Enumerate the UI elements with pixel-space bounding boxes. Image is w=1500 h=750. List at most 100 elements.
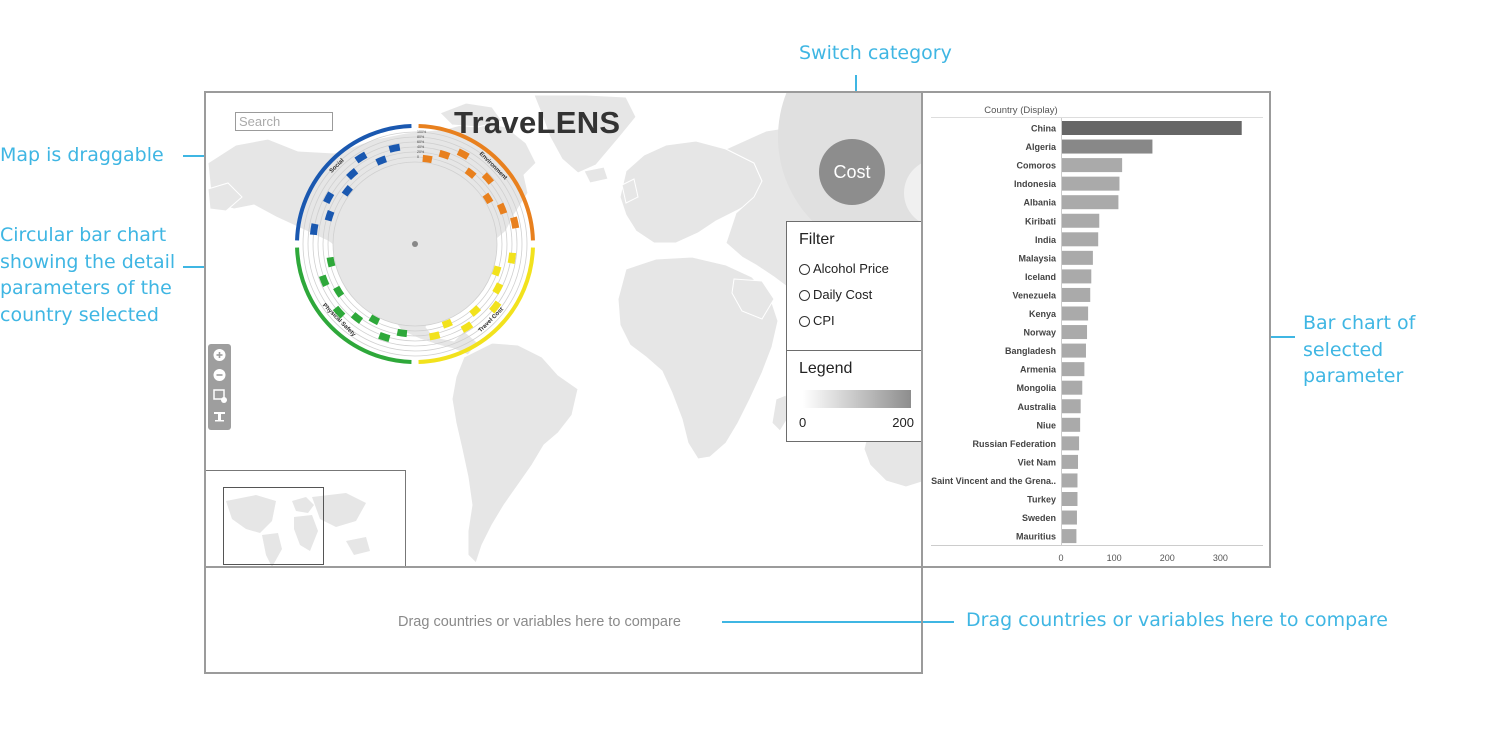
search-input[interactable] bbox=[235, 112, 333, 131]
bar[interactable] bbox=[1061, 232, 1099, 247]
parameter-bar[interactable] bbox=[354, 151, 368, 164]
bar-label: Niue bbox=[1036, 420, 1056, 430]
parameter-bar[interactable] bbox=[378, 332, 391, 342]
parameter-bar[interactable] bbox=[318, 274, 330, 288]
parameter-bar[interactable] bbox=[332, 305, 346, 319]
legend-max: 200 bbox=[892, 415, 914, 430]
bar[interactable] bbox=[1061, 492, 1078, 506]
annotation-line-compare bbox=[722, 621, 954, 623]
parameter-bar[interactable] bbox=[368, 314, 381, 326]
parameter-bar[interactable] bbox=[492, 282, 504, 295]
parameter-bar[interactable] bbox=[422, 154, 433, 164]
bar[interactable] bbox=[1061, 473, 1078, 488]
bar-label: China bbox=[1031, 124, 1057, 134]
bar[interactable] bbox=[1061, 343, 1086, 358]
parameter-bar[interactable] bbox=[333, 285, 345, 298]
parameter-bar[interactable] bbox=[309, 223, 319, 236]
category-arc[interactable] bbox=[418, 247, 535, 364]
circular-chart-ring bbox=[327, 156, 503, 332]
compare-dropzone[interactable]: Drag countries or variables here to comp… bbox=[204, 566, 923, 674]
bar[interactable] bbox=[1061, 417, 1081, 432]
zoom-in-icon[interactable] bbox=[208, 345, 231, 365]
bar[interactable] bbox=[1061, 380, 1083, 395]
parameter-bar[interactable] bbox=[469, 305, 482, 317]
parameter-bar[interactable] bbox=[460, 321, 474, 333]
bar[interactable] bbox=[1061, 121, 1242, 135]
parameter-bar[interactable] bbox=[441, 318, 453, 329]
parameter-bar[interactable] bbox=[396, 328, 408, 338]
category-switch-button[interactable]: Cost bbox=[819, 139, 885, 205]
zoom-out-icon[interactable] bbox=[208, 365, 231, 385]
category-arc[interactable] bbox=[295, 247, 412, 364]
parameter-bar[interactable] bbox=[341, 185, 353, 197]
parameter-bar[interactable] bbox=[438, 149, 451, 160]
bar[interactable] bbox=[1061, 399, 1081, 414]
bar[interactable] bbox=[1061, 454, 1079, 469]
filter-option-label: CPI bbox=[813, 313, 835, 328]
filter-option-alcohol-price[interactable]: Alcohol Price bbox=[799, 260, 889, 278]
parameter-bar[interactable] bbox=[481, 172, 495, 185]
category-arc[interactable] bbox=[295, 124, 412, 241]
parameter-bar[interactable] bbox=[507, 252, 517, 264]
parameter-bar[interactable] bbox=[489, 300, 502, 314]
filter-option-cpi[interactable]: CPI bbox=[799, 312, 835, 330]
bar-label: Malaysia bbox=[1018, 253, 1057, 263]
bar[interactable] bbox=[1061, 529, 1077, 544]
bar[interactable] bbox=[1061, 176, 1120, 191]
bar[interactable] bbox=[1061, 139, 1153, 154]
parameter-bar[interactable] bbox=[464, 167, 477, 179]
bar[interactable] bbox=[1061, 250, 1093, 265]
radio-icon[interactable] bbox=[799, 264, 810, 275]
filter-title: Filter bbox=[799, 231, 835, 248]
bar-label: Indonesia bbox=[1014, 179, 1057, 189]
radio-icon[interactable] bbox=[799, 290, 810, 301]
map-arctic-islands bbox=[439, 102, 503, 128]
circular-chart-ring bbox=[322, 151, 508, 337]
parameter-bar[interactable] bbox=[350, 312, 364, 324]
parameter-bar[interactable] bbox=[456, 148, 470, 160]
zoom-area-icon[interactable] bbox=[208, 386, 231, 406]
annotation-circular-chart: Circular bar chart showing the detail pa… bbox=[0, 222, 175, 328]
bar-label: Russian Federation bbox=[972, 439, 1056, 449]
category-arc[interactable] bbox=[418, 124, 535, 241]
parameter-bar[interactable] bbox=[375, 155, 388, 166]
parameter-bar[interactable] bbox=[324, 210, 335, 222]
minimap-viewport[interactable] bbox=[223, 487, 324, 565]
map-zoom-controls bbox=[208, 344, 231, 430]
bar[interactable] bbox=[1061, 213, 1100, 228]
bar[interactable] bbox=[1061, 195, 1119, 210]
map-greenland bbox=[533, 94, 637, 174]
annotation-bar-chart: Bar chart of selected parameter bbox=[1303, 310, 1500, 390]
bar[interactable] bbox=[1061, 362, 1085, 377]
bar[interactable] bbox=[1061, 325, 1088, 340]
circular-chart-pivot bbox=[412, 241, 418, 247]
parameter-bar[interactable] bbox=[496, 202, 508, 215]
bar-chart[interactable]: Country (Display) China Algeria Comoros Indo… bbox=[923, 93, 1269, 566]
bar[interactable] bbox=[1061, 306, 1089, 321]
map-alaska-west bbox=[207, 182, 243, 212]
overview-minimap[interactable] bbox=[206, 470, 406, 566]
parameter-bar[interactable] bbox=[326, 256, 336, 268]
pin-icon[interactable] bbox=[208, 407, 231, 427]
parameter-bar[interactable] bbox=[482, 192, 494, 205]
bar-label: Norway bbox=[1023, 328, 1056, 338]
bar[interactable] bbox=[1061, 269, 1092, 284]
map-iceland bbox=[583, 166, 609, 184]
bar[interactable] bbox=[1061, 510, 1077, 525]
bar-label: Viet Nam bbox=[1018, 457, 1056, 467]
parameter-bar[interactable] bbox=[491, 265, 502, 277]
parameter-bar[interactable] bbox=[323, 191, 335, 204]
bar-label: Saint Vincent and the Grena.. bbox=[931, 476, 1056, 486]
parameter-bar[interactable] bbox=[346, 168, 359, 181]
filter-option-daily-cost[interactable]: Daily Cost bbox=[799, 286, 872, 304]
parameter-bar[interactable] bbox=[510, 216, 520, 229]
bar[interactable] bbox=[1061, 436, 1080, 451]
bar[interactable] bbox=[1061, 158, 1123, 173]
bar[interactable] bbox=[1061, 287, 1091, 302]
parameter-bar[interactable] bbox=[429, 331, 441, 341]
category-bubble-next bbox=[904, 163, 921, 223]
radio-icon[interactable] bbox=[799, 316, 810, 327]
parameter-bar[interactable] bbox=[388, 143, 401, 153]
